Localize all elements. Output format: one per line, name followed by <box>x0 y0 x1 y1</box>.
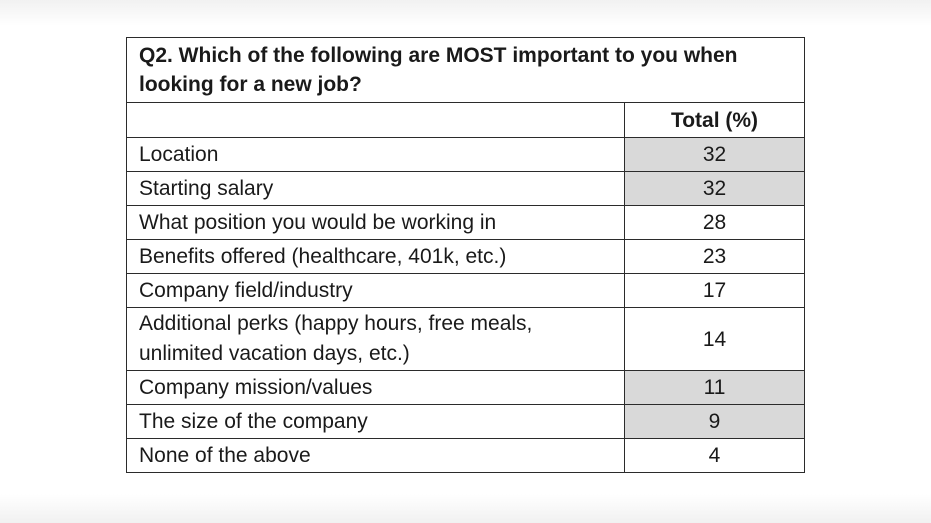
table-row: Location 32 <box>126 137 805 172</box>
row-label: Location <box>126 137 625 172</box>
row-value: 11 <box>624 370 805 405</box>
table-row: None of the above 4 <box>126 438 805 473</box>
header-row: Total (%) <box>126 102 805 138</box>
row-label: Company mission/values <box>126 370 625 405</box>
bottom-shadow <box>0 494 931 523</box>
table-row: Company mission/values 11 <box>126 370 805 405</box>
row-value: 9 <box>624 404 805 439</box>
row-label: Additional perks (happy hours, free meal… <box>126 307 625 371</box>
question-text: Q2. Which of the following are MOST impo… <box>126 37 805 103</box>
row-value: 14 <box>624 307 805 371</box>
table-row: Company field/industry 17 <box>126 273 805 308</box>
survey-results-table: Q2. Which of the following are MOST impo… <box>126 37 805 473</box>
table-row: The size of the company 9 <box>126 404 805 439</box>
header-empty-cell <box>126 102 625 138</box>
row-label: Benefits offered (healthcare, 401k, etc.… <box>126 239 625 274</box>
row-label: None of the above <box>126 438 625 473</box>
row-label: Starting salary <box>126 171 625 206</box>
column-header-total: Total (%) <box>624 102 805 138</box>
question-row: Q2. Which of the following are MOST impo… <box>126 37 805 103</box>
table-row: Starting salary 32 <box>126 171 805 206</box>
row-value: 23 <box>624 239 805 274</box>
top-shadow <box>0 0 931 26</box>
row-value: 32 <box>624 171 805 206</box>
row-value: 28 <box>624 205 805 240</box>
row-label: What position you would be working in <box>126 205 625 240</box>
row-label: Company field/industry <box>126 273 625 308</box>
row-label: The size of the company <box>126 404 625 439</box>
row-value: 17 <box>624 273 805 308</box>
table-row: Benefits offered (healthcare, 401k, etc.… <box>126 239 805 274</box>
table-row: What position you would be working in 28 <box>126 205 805 240</box>
row-value: 4 <box>624 438 805 473</box>
table-row: Additional perks (happy hours, free meal… <box>126 307 805 371</box>
row-value: 32 <box>624 137 805 172</box>
